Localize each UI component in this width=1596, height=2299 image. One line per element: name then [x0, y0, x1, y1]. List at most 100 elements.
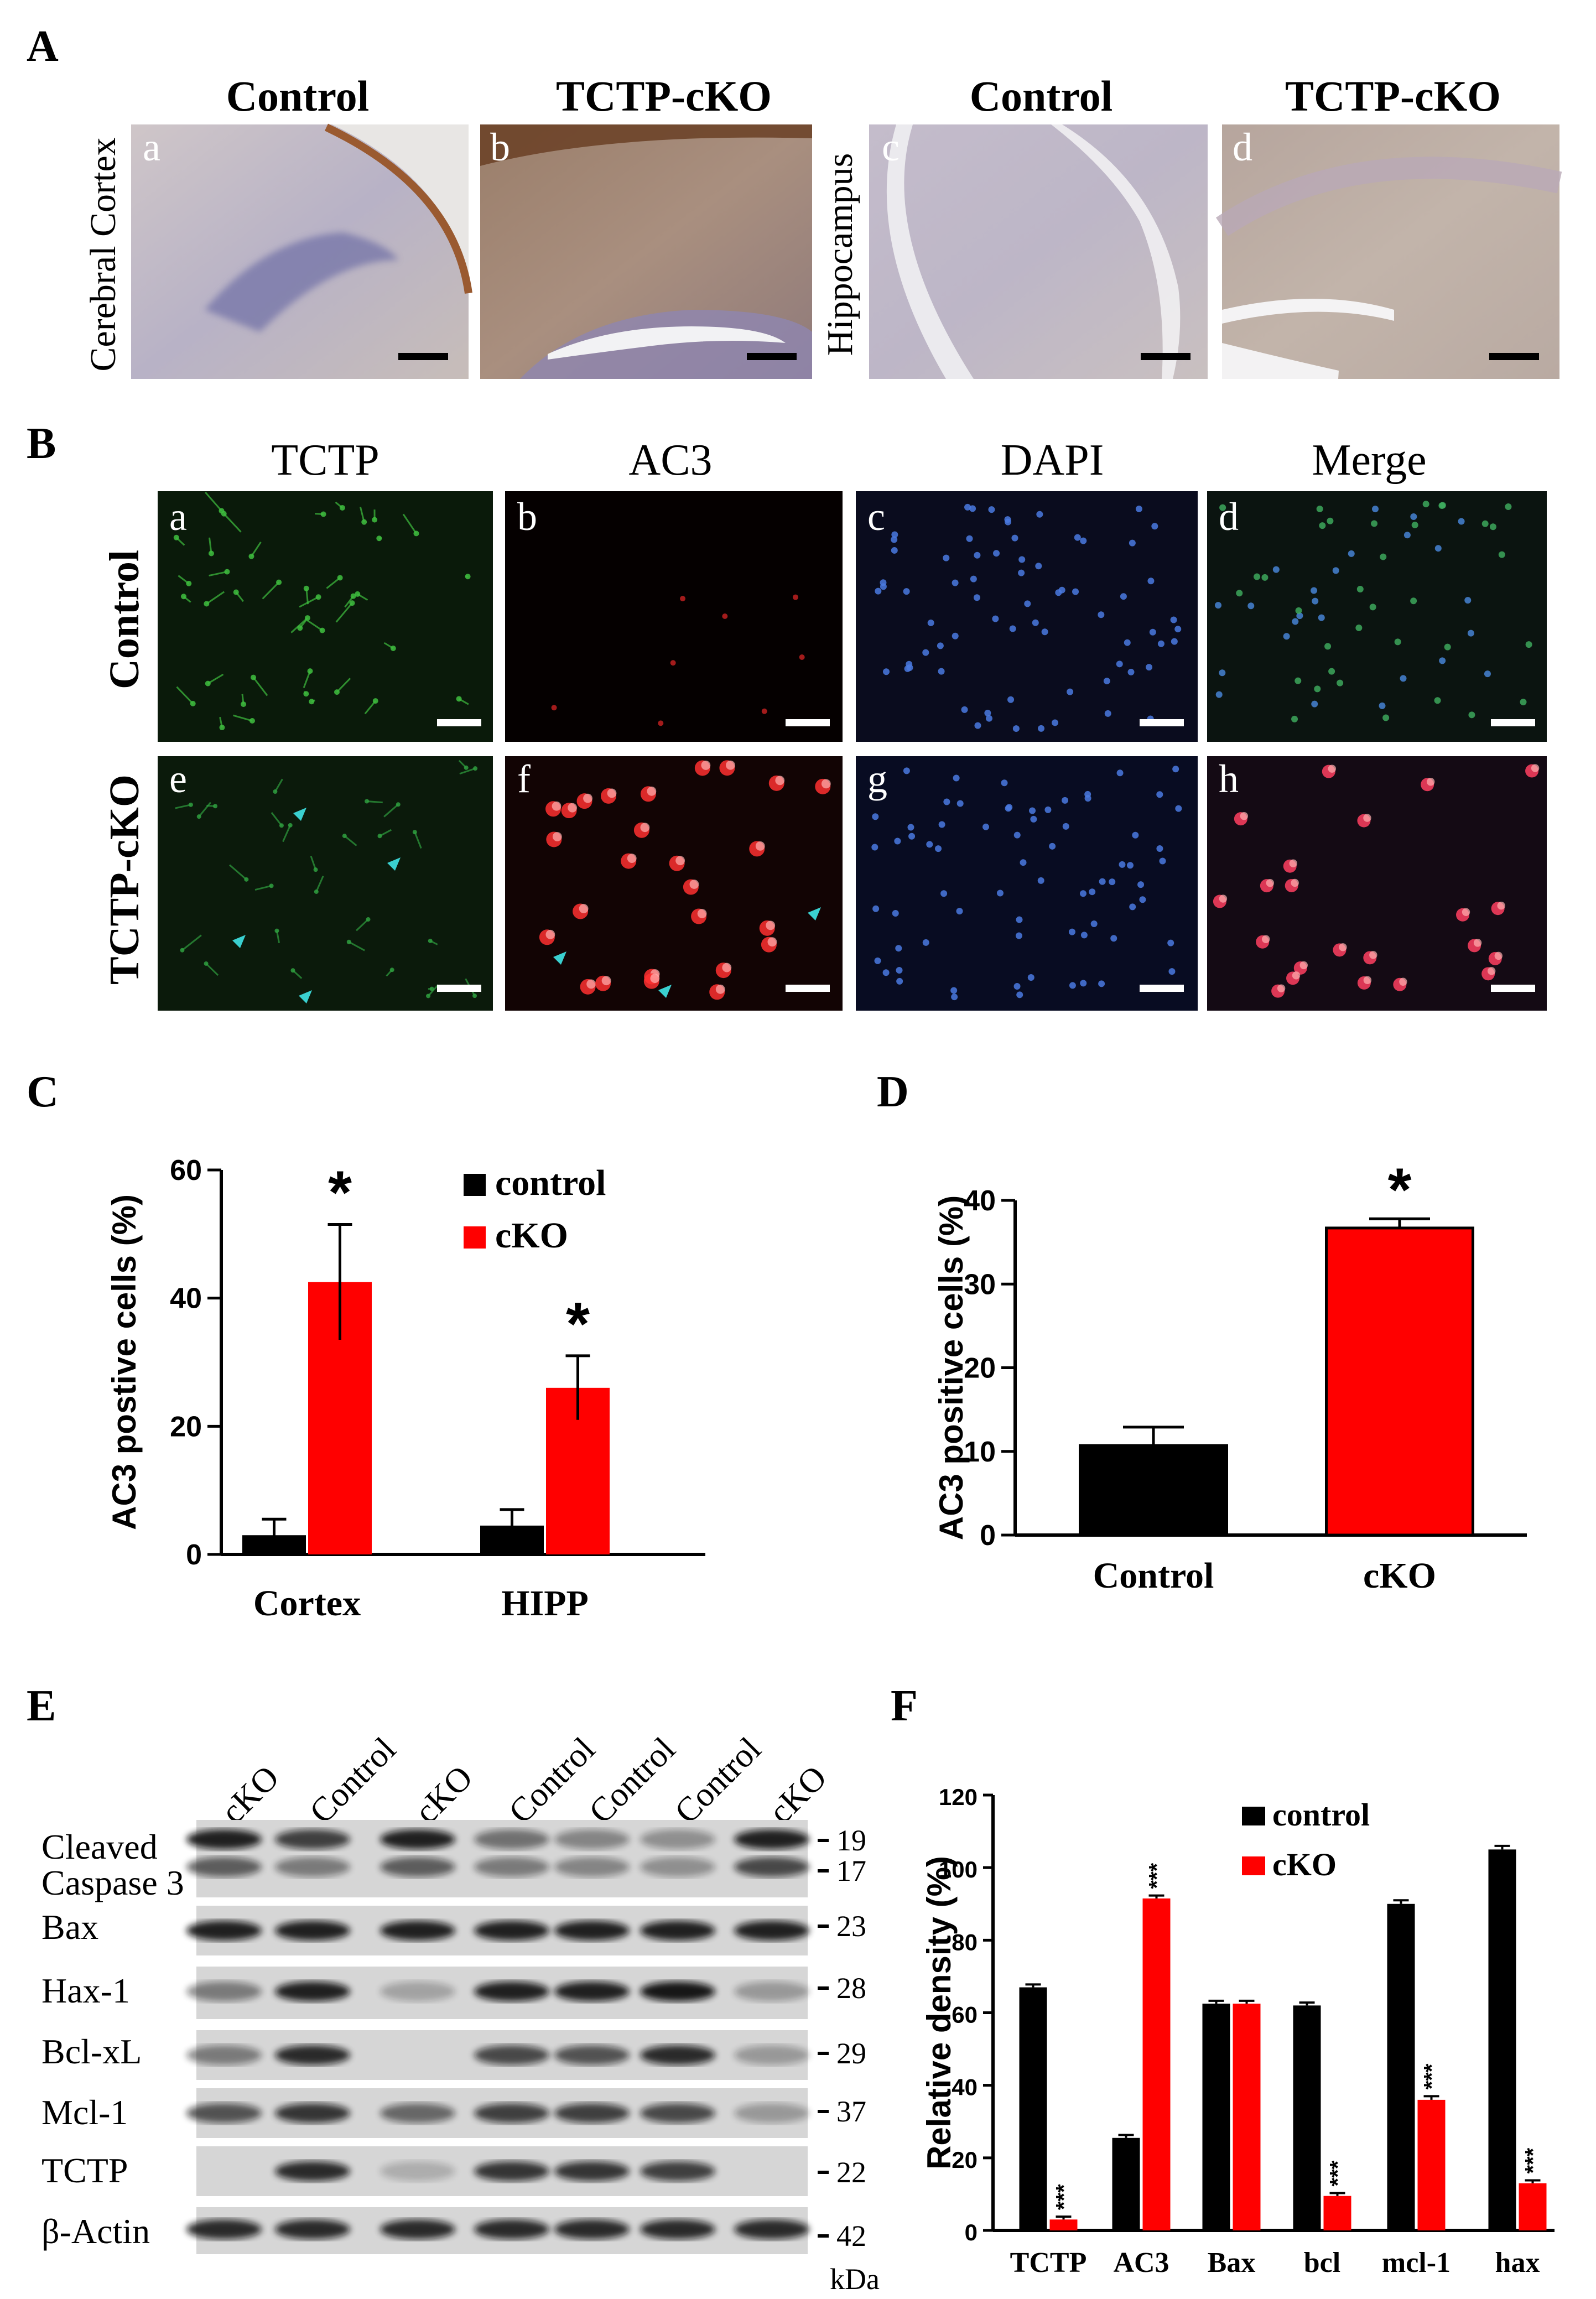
bar-cKO-AC3	[1142, 1898, 1171, 2230]
y-axis-label: Relative density (%)	[921, 1856, 958, 2170]
size-label: 37	[836, 2095, 866, 2128]
panel-a-sub-a: a	[143, 125, 160, 169]
y-tick-label: 120	[939, 1784, 978, 1810]
panel-label-e: E	[27, 1682, 56, 1730]
bar-control-mcl-1	[1387, 1903, 1415, 2230]
panel-a-title-2: TCTP-cKO	[556, 72, 772, 120]
category-label: Bax	[1208, 2247, 1256, 2279]
blot-band	[554, 2219, 630, 2239]
size-label: 23	[836, 1910, 866, 1943]
legend-swatch	[1242, 1856, 1265, 1875]
legend-label: cKO	[1272, 1847, 1337, 1882]
panel-a-row-label-cortex: Cerebral Cortex	[83, 137, 123, 371]
legend-swatch	[464, 1226, 486, 1249]
blot-band	[275, 2219, 350, 2239]
y-tick-label: 20	[964, 1353, 996, 1385]
size-label: 28	[836, 1972, 866, 2005]
blot-band	[474, 2103, 549, 2123]
blot-band	[275, 2103, 350, 2123]
blot-band	[734, 1921, 809, 1941]
lane-label: Control	[303, 1730, 403, 1831]
y-tick-label: 100	[939, 1856, 978, 1882]
y-tick-label: 60	[170, 1154, 202, 1187]
blot-band	[554, 1857, 630, 1877]
blot-band	[380, 2219, 455, 2239]
blot-band	[640, 2219, 715, 2239]
panel-b-image-e	[158, 756, 493, 1011]
category-label: cKO	[1363, 1556, 1436, 1596]
scale-bar	[1491, 719, 1535, 726]
panel-a-sub-c: c	[882, 125, 900, 169]
panel-b-image-a	[158, 491, 493, 742]
panel-b-title-dapi: DAPI	[1001, 436, 1104, 485]
significance-star: *	[1388, 1156, 1412, 1224]
panel-b-sub-g: g	[867, 757, 887, 801]
blot-band	[186, 2219, 262, 2239]
category-label: hax	[1495, 2247, 1540, 2279]
bar-Control	[1079, 1444, 1228, 1537]
blot-band	[380, 1829, 455, 1849]
panel-a-sub-d: d	[1233, 125, 1252, 169]
category-label: HIPP	[501, 1583, 589, 1624]
bar-control-TCTP	[1019, 1987, 1047, 2230]
lane-label: Control	[502, 1730, 602, 1831]
panel-label-d: D	[877, 1068, 909, 1116]
panel-label-c: C	[27, 1068, 59, 1116]
blot-band	[474, 2161, 549, 2181]
panel-b-sub-d: d	[1219, 495, 1239, 539]
kda-unit-label: kDa	[830, 2262, 880, 2296]
blot-row-label: Bax	[41, 1907, 98, 1947]
panel-b-image-c	[856, 491, 1198, 742]
significance-stars: ***	[1052, 2184, 1077, 2210]
blot-band	[554, 1921, 630, 1941]
bar-cKO-TCTP	[1049, 2219, 1078, 2230]
panel-a-image-d	[1215, 124, 1562, 379]
category-label: bcl	[1304, 2247, 1340, 2279]
scale-bar	[1140, 719, 1184, 726]
blot-band	[275, 1857, 350, 1877]
blot-band	[380, 1921, 455, 1941]
blot-band	[474, 1921, 549, 1941]
y-tick-label: 80	[952, 1929, 978, 1955]
scale-bar	[437, 719, 481, 726]
y-tick-label: 20	[170, 1411, 202, 1443]
blot-band	[640, 1829, 715, 1849]
size-label: 22	[836, 2156, 866, 2189]
panel-b-sub-a: a	[169, 495, 187, 539]
lane-label: Control	[582, 1730, 683, 1831]
panel-b-image-h	[1207, 756, 1547, 1011]
category-label: TCTP	[1010, 2247, 1087, 2279]
blot-row-label: Cleaved	[41, 1827, 158, 1866]
panel-b-image-d	[1207, 491, 1547, 742]
blot-band	[275, 2161, 350, 2181]
blot-band	[554, 2161, 630, 2181]
blot-band	[275, 2045, 350, 2065]
panel-b-image-f	[505, 756, 843, 1011]
blot-band	[554, 1981, 630, 2001]
panel-b-sub-b: b	[517, 495, 537, 539]
blot-row-label: Bcl-xL	[41, 2032, 142, 2071]
size-label: 29	[836, 2037, 866, 2070]
y-tick-label: 0	[965, 2219, 978, 2245]
y-axis-label: AC3 positive cells (%)	[933, 1195, 970, 1541]
category-label: Cortex	[253, 1583, 361, 1624]
blot-band	[186, 2103, 262, 2123]
bar-control-hax	[1488, 1849, 1516, 2230]
panel-label-f: F	[891, 1682, 918, 1730]
legend-label: control	[495, 1163, 606, 1203]
blot-band	[734, 2219, 809, 2239]
blot-row-label: Hax-1	[41, 1971, 130, 2010]
micrograph-cells	[173, 491, 1540, 1003]
panel-a-row-label-hippocampus: Hippocampus	[820, 153, 860, 356]
blot-band	[474, 1857, 549, 1877]
blot-band	[380, 2161, 455, 2181]
blot-band	[640, 1857, 715, 1877]
blot-band	[734, 1829, 809, 1849]
blot-band	[474, 2219, 549, 2239]
size-label: 42	[836, 2219, 866, 2253]
panel-b-sub-c: c	[867, 495, 885, 539]
bar-cKO-hax	[1519, 2183, 1547, 2230]
blot-band	[186, 1857, 262, 1877]
blot-band	[186, 2045, 262, 2065]
